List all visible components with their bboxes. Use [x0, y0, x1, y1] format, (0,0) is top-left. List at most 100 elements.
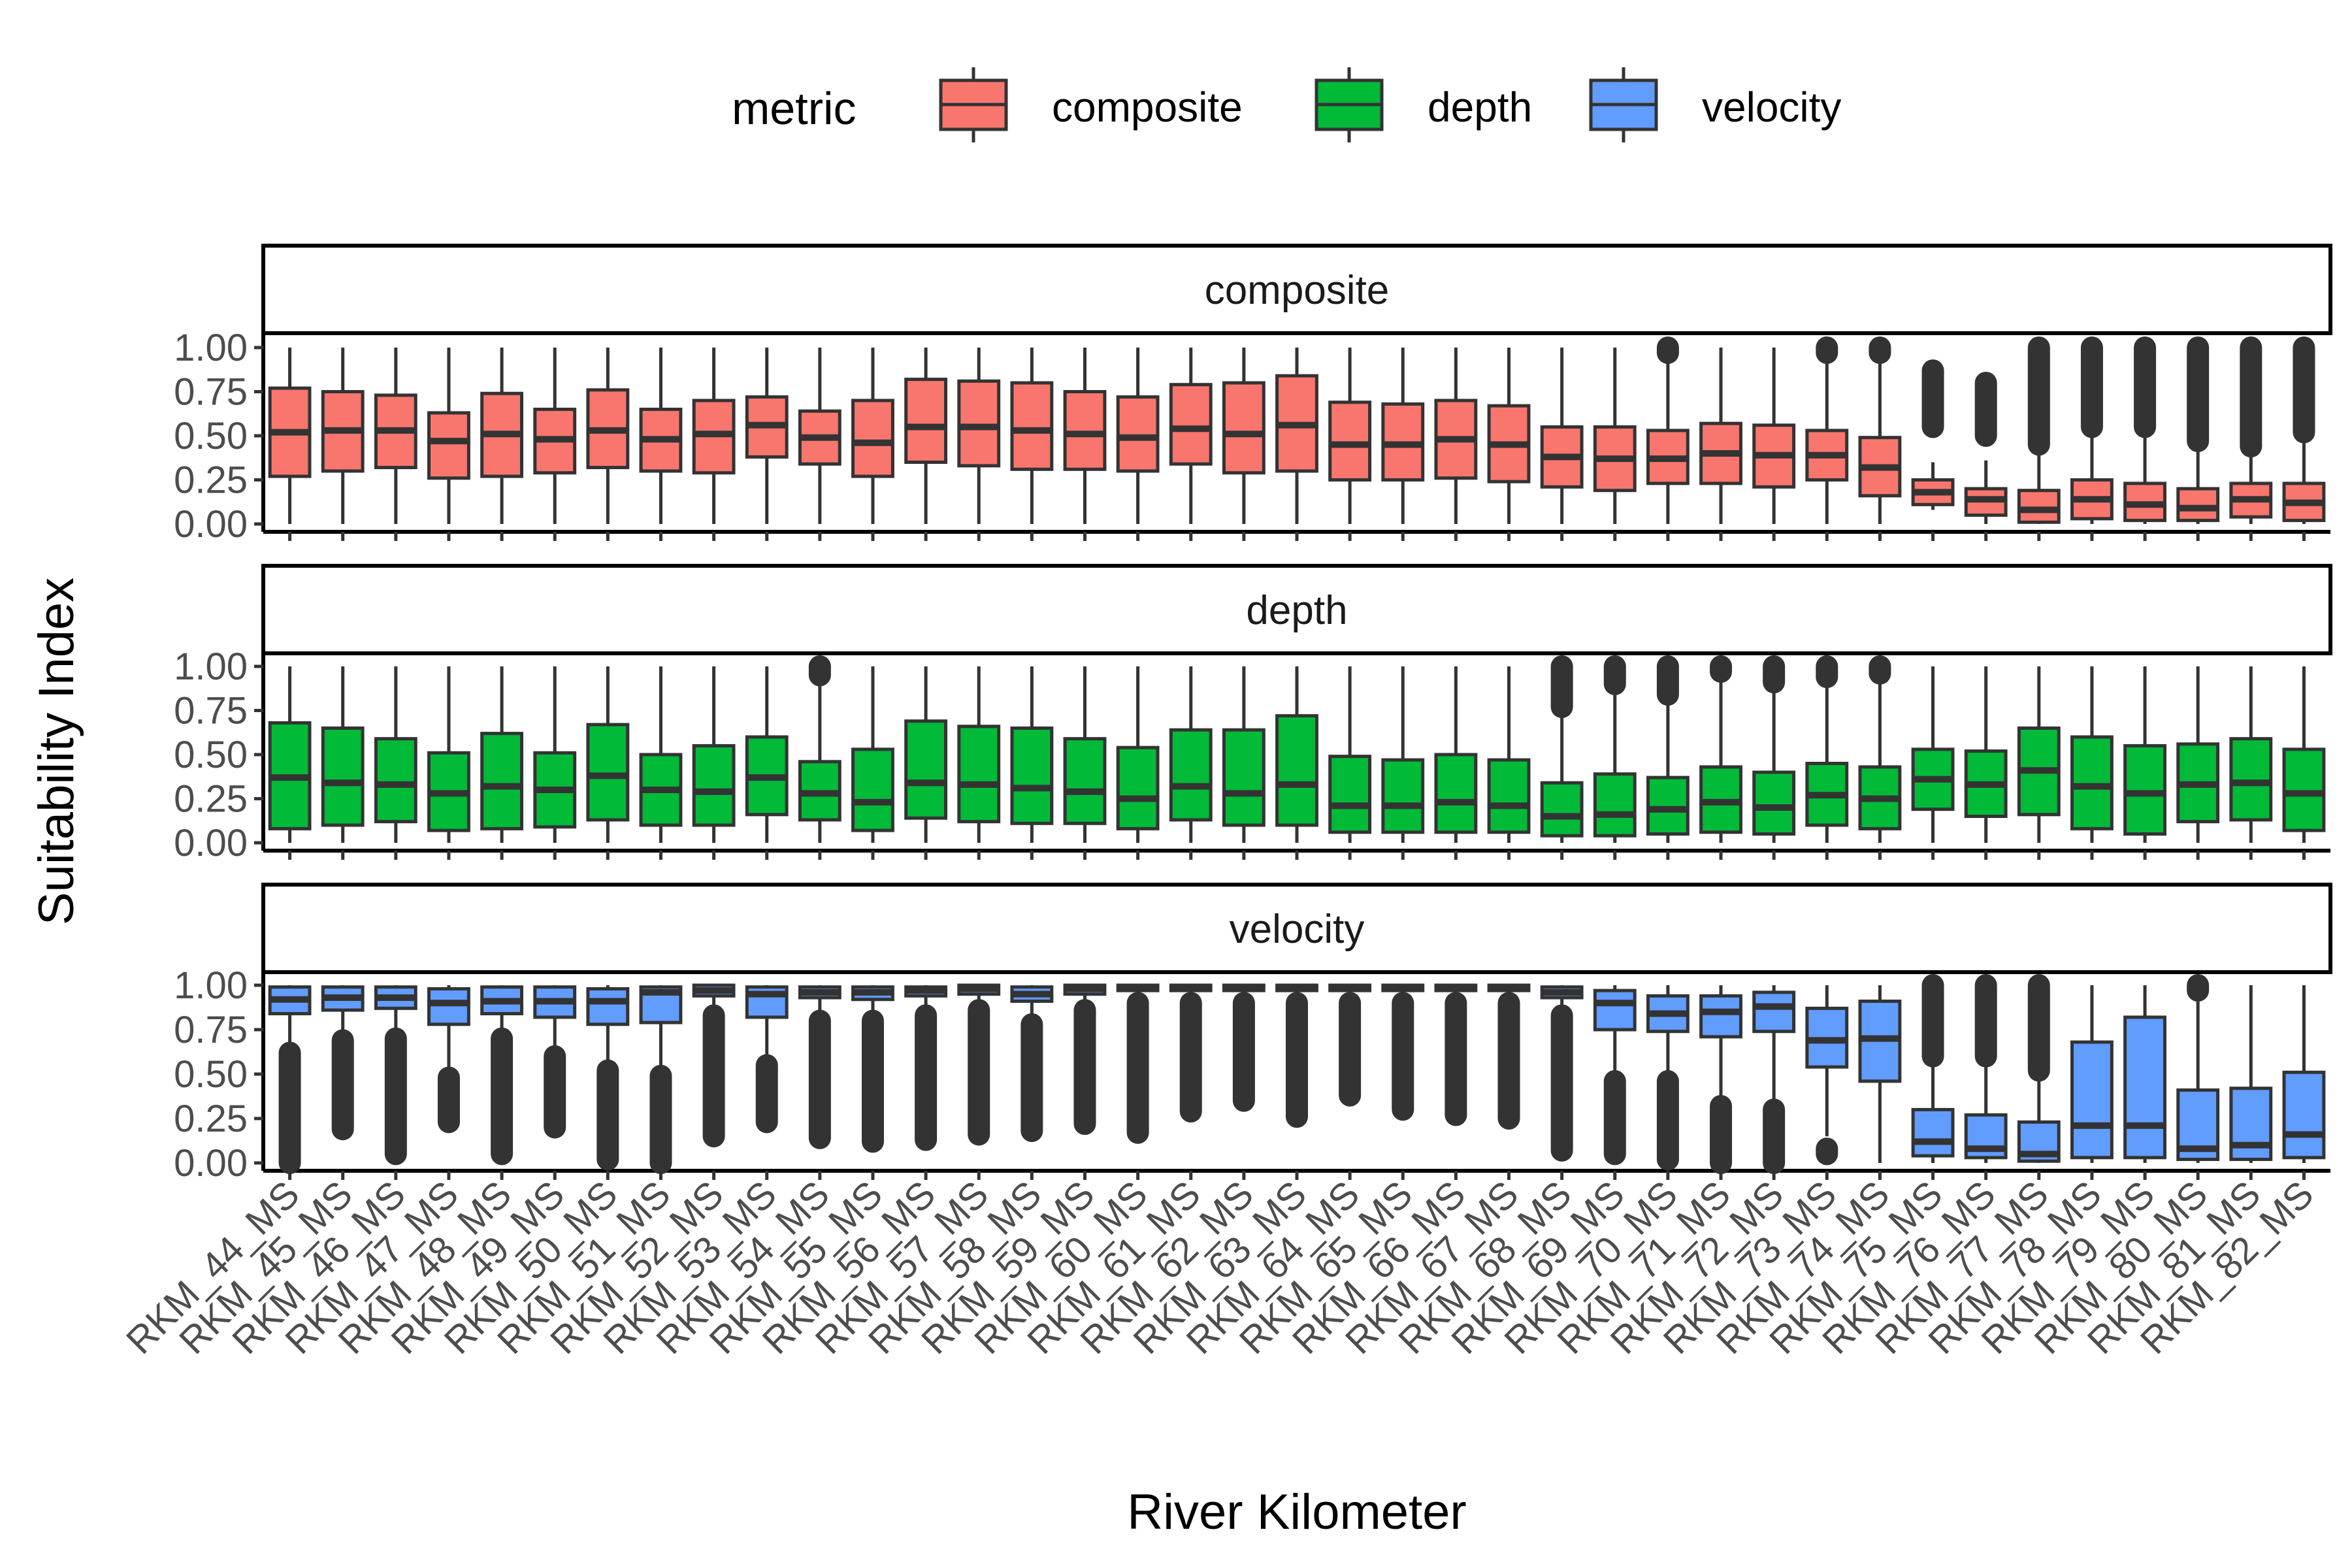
- strip-label-velocity: velocity: [1230, 907, 1365, 952]
- box-depth-RKM_59_MS: [1063, 666, 1107, 843]
- box-depth-RKM_46_MS: [374, 666, 417, 843]
- box-body: [1911, 1107, 1955, 1158]
- box-composite-RKM_57_MS: [957, 348, 1001, 524]
- box-body: [321, 727, 365, 827]
- box-composite-RKM_77_MS: [2017, 336, 2061, 524]
- y-tick-label: 0.75: [174, 1009, 248, 1051]
- box-velocity-RKM_82_MS: [2282, 985, 2326, 1163]
- box-depth-RKM_51_MS: [639, 666, 683, 843]
- box-body: [1593, 772, 1637, 838]
- box-composite-RKM_47_MS: [427, 348, 470, 524]
- box-composite-RKM_50_MS: [586, 348, 630, 524]
- box-body: [2123, 744, 2166, 836]
- box-velocity-RKM_70_MS: [1646, 985, 1690, 1171]
- box-composite-RKM_71_MS: [1699, 348, 1742, 524]
- y-tick-label: 0.25: [174, 778, 248, 821]
- box-velocity-RKM_55_MS: [851, 985, 894, 1153]
- box-velocity-RKM_73_MS: [1805, 985, 1849, 1166]
- y-tick-label: 0.75: [174, 371, 248, 414]
- y-tick-label: 1.00: [174, 327, 248, 369]
- box-depth-RKM_61_MS: [1169, 666, 1213, 843]
- box-depth-RKM_78_MS: [2070, 666, 2114, 843]
- box-velocity-RKM_68_MS: [1540, 985, 1584, 1162]
- y-tick-label: 0.75: [174, 690, 248, 732]
- box-depth-RKM_76_MS: [1964, 666, 2008, 843]
- box-depth-RKM_77_MS: [2017, 666, 2061, 843]
- box-velocity-RKM_44_MS: [268, 985, 312, 1174]
- box-depth-RKM_64_MS: [1328, 666, 1372, 843]
- box-body: [1328, 400, 1372, 482]
- box-composite-RKM_67_MS: [1487, 348, 1531, 524]
- box-composite-RKM_60_MS: [1116, 348, 1160, 524]
- box-body: [2070, 735, 2114, 830]
- box-composite-RKM_73_MS: [1805, 336, 1849, 524]
- box-body: [1752, 990, 1796, 1034]
- box-depth-RKM_55_MS: [851, 666, 894, 843]
- box-composite-RKM_52_MS: [692, 348, 736, 524]
- y-tick-label: 1.00: [174, 645, 248, 688]
- y-tick-label: 1.00: [174, 964, 248, 1007]
- box-composite-RKM_45_MS: [321, 348, 365, 524]
- box-depth-RKM_50_MS: [586, 666, 630, 843]
- legend-label-composite: composite: [1052, 84, 1243, 131]
- strip-label-composite: composite: [1205, 268, 1390, 313]
- box-depth-RKM_70_MS: [1646, 655, 1690, 843]
- box-velocity-RKM_79_MS: [2123, 985, 2166, 1163]
- box-composite-RKM_55_MS: [851, 348, 894, 524]
- box-composite-RKM_53_MS: [745, 348, 789, 524]
- box-composite-RKM_61_MS: [1169, 348, 1213, 524]
- box-body: [904, 719, 948, 820]
- box-depth-RKM_60_MS: [1116, 666, 1160, 843]
- box-velocity-RKM_58_MS: [1010, 985, 1054, 1143]
- box-body: [1434, 753, 1478, 834]
- box-body: [2229, 1086, 2273, 1162]
- box-depth-RKM_68_MS: [1540, 655, 1584, 843]
- legend-label-velocity: velocity: [1702, 84, 1841, 131]
- box-body: [1487, 758, 1531, 834]
- box-velocity-RKM_77_MS: [2017, 974, 2061, 1163]
- y-tick-label: 0.50: [174, 734, 248, 776]
- box-body: [427, 411, 470, 480]
- box-composite-RKM_58_MS: [1010, 348, 1054, 524]
- box-composite-RKM_59_MS: [1063, 348, 1107, 524]
- box-depth-RKM_74_MS: [1858, 655, 1902, 843]
- box-velocity-RKM_48_MS: [480, 985, 524, 1166]
- box-composite-RKM_81_MS: [2229, 336, 2273, 524]
- box-composite-RKM_78_MS: [2070, 336, 2114, 524]
- box-body: [1699, 994, 1742, 1039]
- box-body: [1063, 737, 1107, 825]
- panels: composite0.000.250.500.751.00depth0.000.…: [174, 244, 2332, 1184]
- box-depth-RKM_82_MS: [2282, 666, 2326, 843]
- box-depth-RKM_79_MS: [2123, 666, 2166, 843]
- box-body: [1328, 755, 1372, 834]
- box-composite-RKM_44_MS: [268, 348, 312, 524]
- y-tick-label: 0.00: [174, 822, 248, 864]
- box-composite-RKM_80_MS: [2176, 336, 2220, 524]
- box-body: [2070, 1040, 2114, 1160]
- box-velocity-RKM_74_MS: [1858, 985, 1902, 1163]
- box-velocity-RKM_63_MS: [1275, 983, 1318, 1128]
- box-composite-RKM_74_MS: [1858, 336, 1902, 524]
- y-axis-label: Suitability Index: [29, 578, 84, 925]
- legend-title: metric: [732, 83, 857, 134]
- panel-depth: depth 0.000.250.500.751.00: [174, 564, 2332, 864]
- box-velocity-RKM_66_MS: [1434, 983, 1478, 1126]
- box-velocity-RKM_46_MS: [374, 985, 417, 1166]
- box-body: [586, 723, 630, 822]
- x-axis-label: River Kilometer: [1127, 1484, 1466, 1540]
- box-body: [427, 987, 470, 1026]
- box-depth-RKM_69_MS: [1593, 655, 1637, 843]
- strip-composite: [261, 244, 2332, 335]
- box-composite-RKM_82_MS: [2282, 336, 2326, 524]
- box-depth-RKM_72_MS: [1752, 655, 1796, 843]
- strip-label-depth: depth: [1246, 588, 1347, 633]
- box-velocity-RKM_47_MS: [427, 985, 470, 1134]
- strip-depth: [261, 564, 2332, 655]
- legend-entry-composite: composite: [939, 67, 1243, 142]
- y-tick-label: 0.00: [174, 503, 248, 546]
- box-depth-RKM_81_MS: [2229, 666, 2273, 843]
- box-depth-RKM_58_MS: [1010, 666, 1054, 843]
- box-depth-RKM_45_MS: [321, 666, 365, 843]
- box-body: [374, 737, 417, 824]
- box-velocity-RKM_56_MS: [904, 985, 948, 1151]
